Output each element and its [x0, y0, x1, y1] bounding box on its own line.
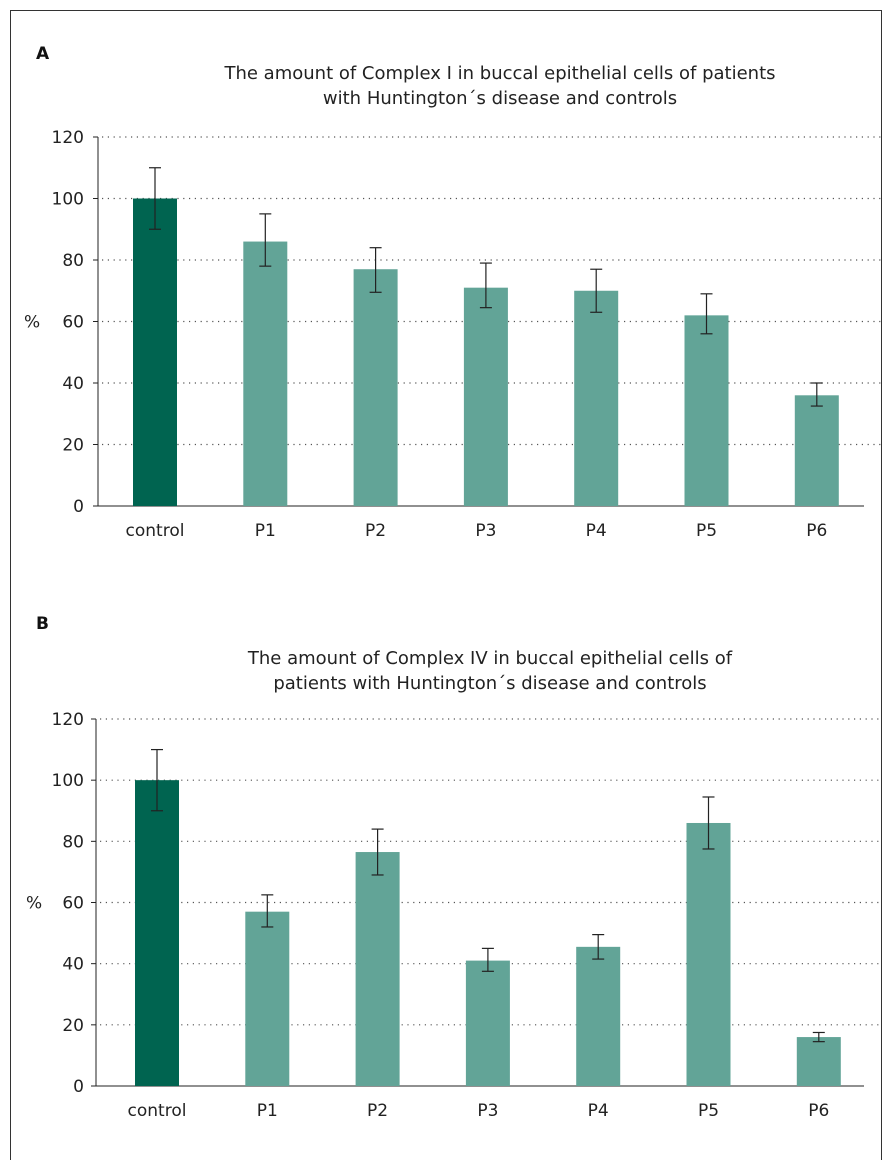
x-tick-label-b-P6: P6: [808, 1101, 829, 1121]
bar-a-P3: [463, 287, 508, 506]
bar-b-P4: [576, 946, 621, 1086]
bar-b-control: [135, 780, 179, 1086]
x-tick-label-b-P3: P3: [477, 1101, 498, 1121]
x-tick-label-a-P2: P2: [365, 521, 386, 541]
bar-b-P3: [465, 960, 510, 1086]
y-tick-label-b-20: 20: [62, 1016, 84, 1036]
chart-title-b: The amount of Complex IV in buccal epith…: [110, 646, 870, 696]
y-axis-label-a: %: [24, 313, 40, 333]
chart-title-b-line-2: patients with Huntington´s disease and c…: [273, 673, 707, 694]
chart-title-a-line-1: The amount of Complex I in buccal epithe…: [224, 63, 776, 84]
y-tick-label-b-100: 100: [52, 771, 84, 791]
bar-a-control: [133, 198, 177, 506]
y-tick-label-a-40: 40: [62, 374, 84, 394]
bar-b-P1: [245, 911, 290, 1086]
x-tick-label-a-P4: P4: [586, 521, 607, 541]
y-tick-label-b-60: 60: [62, 894, 84, 914]
chart-title-b-line-1: The amount of Complex IV in buccal epith…: [247, 648, 733, 669]
y-tick-label-a-60: 60: [62, 313, 84, 333]
x-tick-label-b-P1: P1: [257, 1101, 278, 1121]
chart-title-a: The amount of Complex I in buccal epithe…: [120, 61, 880, 111]
y-tick-label-b-80: 80: [62, 832, 84, 852]
x-tick-label-b-P5: P5: [698, 1101, 719, 1121]
panel-label-a: A: [36, 44, 50, 64]
y-tick-label-a-80: 80: [62, 251, 84, 271]
bar-a-P4: [574, 290, 619, 506]
y-tick-label-b-0: 0: [73, 1077, 84, 1097]
y-tick-label-a-0: 0: [73, 497, 84, 517]
y-tick-label-b-40: 40: [62, 955, 84, 975]
bar-a-P5: [684, 315, 729, 506]
bar-b-P6: [796, 1037, 841, 1086]
bar-b-P5: [686, 822, 731, 1086]
y-tick-label-a-20: 20: [62, 436, 84, 456]
y-tick-label-a-120: 120: [52, 128, 84, 148]
chart-title-a-line-2: with Huntington´s disease and controls: [322, 88, 678, 109]
bar-b-P2: [355, 852, 400, 1086]
bar-a-P6: [794, 395, 839, 506]
bar-a-P2: [353, 269, 398, 506]
x-tick-label-b-P2: P2: [367, 1101, 388, 1121]
x-tick-label-a-P1: P1: [255, 521, 276, 541]
x-tick-label-a-P5: P5: [696, 521, 717, 541]
x-tick-label-b-P4: P4: [588, 1101, 609, 1121]
panel-label-b: B: [36, 614, 49, 634]
y-axis-label-b: %: [26, 894, 42, 914]
x-tick-label-a-control: control: [126, 521, 185, 541]
x-tick-label-b-control: control: [128, 1101, 187, 1121]
y-tick-label-b-120: 120: [52, 710, 84, 730]
figure-frame: [10, 10, 882, 1160]
bar-a-P1: [243, 241, 288, 507]
x-tick-label-a-P6: P6: [806, 521, 827, 541]
y-tick-label-a-100: 100: [52, 190, 84, 210]
x-tick-label-a-P3: P3: [475, 521, 496, 541]
